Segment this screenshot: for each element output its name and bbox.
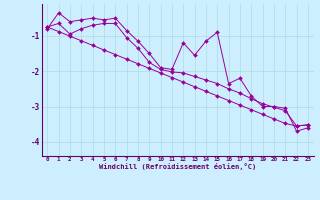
X-axis label: Windchill (Refroidissement éolien,°C): Windchill (Refroidissement éolien,°C) — [99, 163, 256, 170]
